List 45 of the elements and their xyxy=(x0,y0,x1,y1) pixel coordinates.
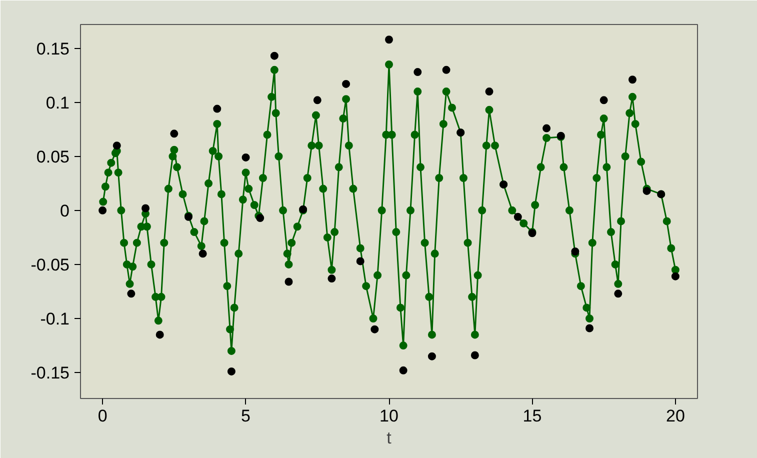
y-tick-label: 0.1 xyxy=(46,93,70,112)
y-tick-label: 0.05 xyxy=(36,147,70,166)
point xyxy=(170,130,178,138)
point xyxy=(213,104,222,113)
point xyxy=(98,206,107,214)
point xyxy=(571,248,580,256)
point xyxy=(614,290,622,298)
point xyxy=(270,52,278,60)
point xyxy=(156,330,164,339)
y-tick-label: 0 xyxy=(60,201,70,220)
point xyxy=(328,274,336,283)
y-tick-label: 0.15 xyxy=(36,39,70,58)
x-tick-label: 10 xyxy=(380,406,398,426)
point xyxy=(470,351,479,360)
point xyxy=(370,325,379,334)
point xyxy=(342,80,350,88)
x-tick-label: 15 xyxy=(522,406,542,426)
point xyxy=(514,212,522,221)
point xyxy=(385,36,393,44)
point xyxy=(242,153,250,162)
point xyxy=(442,66,450,74)
point xyxy=(399,366,408,374)
point xyxy=(542,124,551,132)
y-tick-label: -0.05 xyxy=(30,255,70,274)
point xyxy=(628,76,636,84)
point xyxy=(313,96,322,104)
y-tick-label: -0.15 xyxy=(30,364,70,383)
point xyxy=(671,272,680,280)
point xyxy=(428,352,436,360)
point xyxy=(284,278,293,286)
x-axis-title: t xyxy=(386,428,392,448)
point xyxy=(600,96,608,104)
point xyxy=(198,250,207,258)
point xyxy=(127,290,136,298)
x-tick-label: 20 xyxy=(666,406,685,426)
point xyxy=(142,204,150,212)
point xyxy=(356,257,364,266)
point xyxy=(227,367,236,376)
point xyxy=(485,88,494,96)
point xyxy=(112,142,121,150)
x-tick-label: 5 xyxy=(241,406,251,426)
point xyxy=(414,68,422,76)
y-tick-label: -0.1 xyxy=(40,310,70,329)
point xyxy=(586,324,594,332)
x-tick-label: 0 xyxy=(98,406,108,426)
